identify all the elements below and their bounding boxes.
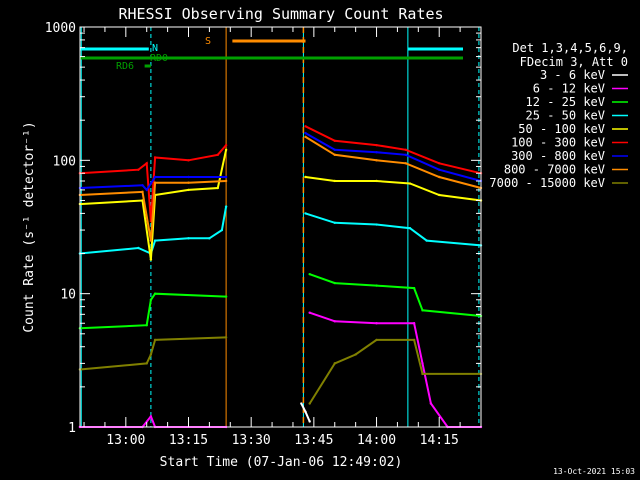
legend: Det 1,3,4,5,6,9, FDecim 3, Att 0 3 - 6 k…: [489, 41, 628, 190]
x-tick-label: 13:30: [232, 433, 271, 448]
x-tick-label: 14:15: [420, 433, 459, 448]
series-line-5-0: [79, 144, 227, 222]
x-tick-label: 13:45: [294, 433, 333, 448]
y-tick-label: 10: [60, 288, 76, 303]
series-6: [78, 131, 483, 192]
series-line-8-1: [308, 338, 481, 405]
x-axis: 13:00 13:15 13:30 13:45 14:00 14:15: [83, 27, 482, 448]
x-tick-label: 13:00: [106, 433, 145, 448]
series-line-6-0: [79, 176, 227, 192]
y-tick-label: 1000: [45, 21, 76, 36]
series-line-1-1: [309, 311, 481, 428]
series-7: [78, 135, 483, 242]
series-line-4-1: [305, 176, 482, 202]
legend-label-5: 100 - 300 keV: [511, 136, 605, 150]
chart-title: RHESSI Observing Summary Count Rates: [118, 5, 443, 23]
legend-label-4: 50 - 100 keV: [518, 122, 605, 136]
y-axis: 1 10 100 1000: [45, 21, 481, 436]
series-line-5-1: [305, 125, 482, 175]
series-2: [78, 272, 483, 330]
legend-label-0: 3 - 6 keV: [540, 68, 605, 82]
plot-frame: [79, 26, 482, 428]
series-line-3-0: [79, 206, 228, 255]
x-axis-label: Start Time (07-Jan-06 12:49:02): [160, 455, 403, 470]
legend-header-line-1: Det 1,3,4,5,6,9,: [512, 41, 628, 55]
legend-label-1: 6 - 12 keV: [533, 82, 605, 96]
legend-label-6: 300 - 800 keV: [511, 149, 605, 163]
legend-label-2: 12 - 25 keV: [526, 95, 605, 109]
series-line-3-1: [305, 212, 482, 247]
series-line-6-1: [305, 132, 482, 182]
series-line-2-1: [309, 273, 482, 317]
flag-label-rd0: RD0: [150, 53, 168, 64]
series-5: [78, 125, 483, 223]
series-line-7-1: [304, 136, 482, 189]
legend-label-8: 7000 - 15000 keV: [489, 176, 605, 190]
series-line-0-0: [300, 403, 311, 422]
legend-label-3: 25 - 50 keV: [526, 109, 605, 123]
flag-label-s: S: [205, 36, 211, 47]
series-0: [300, 402, 311, 423]
legend-header-line-2: FDecim 3, Att 0: [520, 55, 628, 69]
series-8: [78, 336, 483, 405]
flag-label-rd6: RD6: [116, 61, 134, 72]
y-tick-label: 1: [68, 421, 76, 436]
flag-label-n: N: [152, 43, 158, 54]
legend-label-7: 800 - 7000 keV: [504, 163, 605, 177]
y-axis-label: Count Rate (s⁻¹ detector⁻¹): [22, 121, 37, 332]
generation-timestamp: 13-Oct-2021 15:03: [553, 467, 635, 476]
y-tick-label: 100: [53, 154, 76, 169]
x-tick-label: 13:15: [169, 433, 208, 448]
series-line-8-0: [79, 336, 227, 371]
x-tick-label: 14:00: [357, 433, 396, 448]
series-line-7-0: [79, 180, 227, 241]
series-line-2-0: [79, 292, 227, 330]
